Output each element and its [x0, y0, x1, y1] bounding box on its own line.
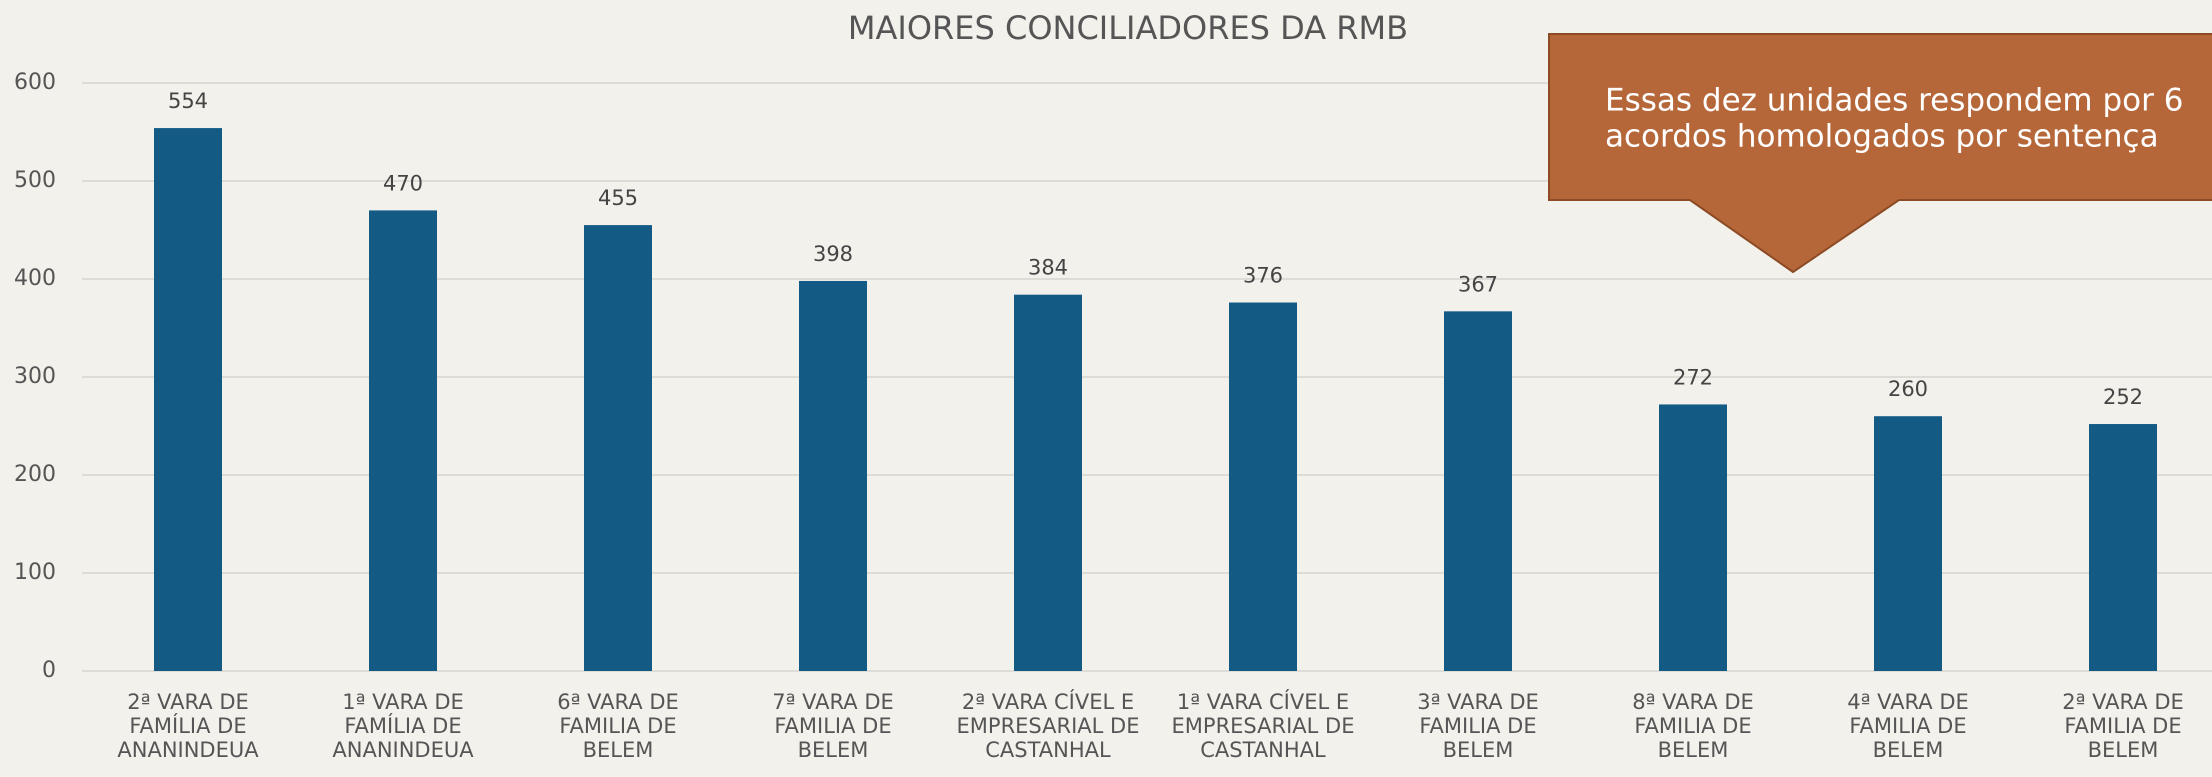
bar	[369, 210, 437, 671]
x-tick-label: 2ª VARA DE FAMILIA DE BELEM	[2062, 690, 2184, 762]
x-tick-label: 4ª VARA DE FAMILIA DE BELEM	[1847, 690, 1969, 762]
annotation-text: acordos homologados por sentença	[1605, 119, 2159, 155]
bar	[2089, 424, 2157, 671]
value-label: 554	[168, 89, 208, 113]
x-tick-label: 3ª VARA DE FAMILIA DE BELEM	[1417, 690, 1539, 762]
x-tick-label: 2ª VARA DE FAMÍLIA DE ANANINDEUA	[117, 690, 259, 762]
bar	[1229, 302, 1297, 671]
y-tick-label: 300	[14, 364, 56, 389]
x-tick-label: 6ª VARA DE FAMILIA DE BELEM	[557, 690, 679, 762]
bar	[584, 225, 652, 671]
bar	[799, 280, 867, 671]
bar	[154, 128, 222, 671]
value-label: 398	[813, 242, 853, 266]
bar	[1014, 294, 1082, 671]
y-tick-label: 500	[14, 168, 56, 193]
x-tick-label: 8ª VARA DE FAMILIA DE BELEM	[1632, 690, 1754, 762]
value-label: 384	[1028, 256, 1068, 280]
bar	[1444, 311, 1512, 671]
callout-box	[1548, 33, 2212, 274]
y-tick-label: 100	[14, 560, 56, 585]
value-label: 376	[1243, 264, 1283, 288]
x-tick-label: 2ª VARA CÍVEL E EMPRESARIAL DE CASTANHAL	[956, 690, 1140, 762]
annotation-text: Essas dez unidades respondem por 6	[1605, 83, 2183, 119]
y-tick-label: 200	[14, 462, 56, 487]
x-tick-label: 7ª VARA DE FAMILIA DE BELEM	[772, 690, 894, 762]
bar	[1659, 404, 1727, 671]
value-label: 272	[1673, 365, 1713, 389]
value-label: 470	[383, 171, 423, 195]
value-label: 260	[1888, 377, 1928, 401]
x-tick-label: 1ª VARA CÍVEL E EMPRESARIAL DE CASTANHAL	[1171, 690, 1355, 762]
value-label: 367	[1458, 272, 1498, 296]
value-label: 252	[2103, 385, 2143, 409]
y-tick-label: 0	[42, 658, 56, 683]
y-tick-label: 400	[14, 266, 56, 291]
chart-title: MAIORES CONCILIADORES DA RMB	[848, 9, 1408, 47]
bar	[1874, 416, 1942, 671]
y-tick-label: 600	[14, 70, 56, 95]
value-label: 455	[598, 186, 638, 210]
x-tick-label: 1ª VARA DE FAMÍLIA DE ANANINDEUA	[332, 690, 474, 762]
